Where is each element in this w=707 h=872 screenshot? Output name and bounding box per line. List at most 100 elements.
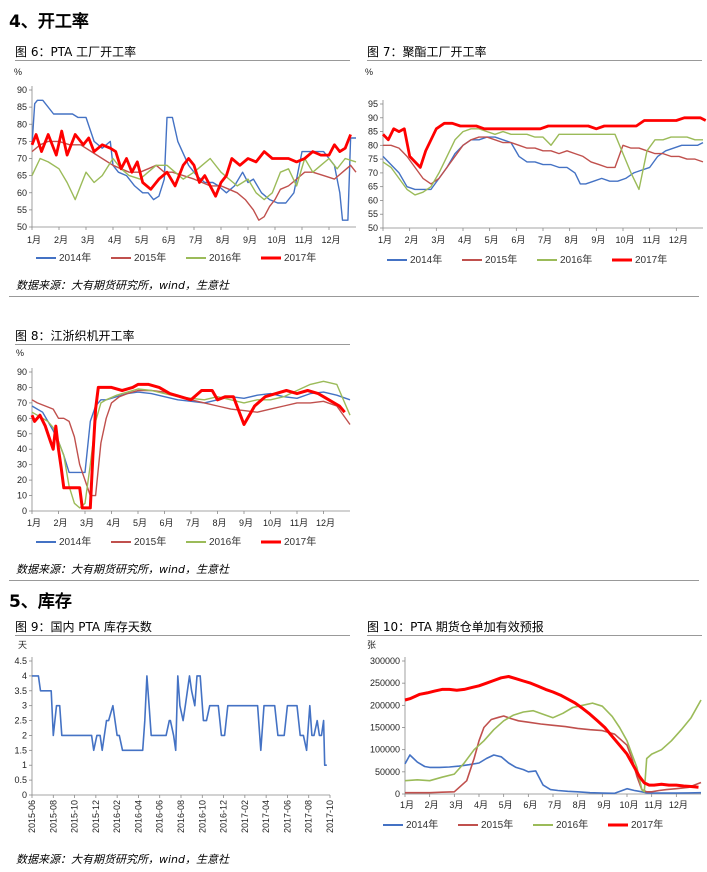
y-unit-label: 天: [18, 640, 27, 650]
y-tick-label: 90: [17, 85, 27, 95]
x-tick-label: 2月: [405, 235, 419, 245]
chart-pta-plant-utilization: % 50 55 60 65 70 75 80 85 90 1月 2月 3月 4月 5月 6月 7月 8月 9月 10月…: [14, 67, 357, 264]
y-tick-label: 95: [368, 99, 378, 109]
x-tick-label: 2016-02: [112, 800, 122, 833]
legend-label: 2016年: [209, 251, 241, 264]
y-tick-label: 55: [368, 209, 378, 219]
y-tick-label: 300000: [370, 656, 400, 666]
series-line-2017年: [381, 116, 707, 169]
x-tick-label: 1月: [27, 235, 41, 245]
x-tick-label: 10月: [615, 235, 634, 245]
y-tick-label: 85: [368, 127, 378, 137]
section-title-utilization: 4、开工率: [9, 12, 89, 32]
y-tick-label: 50: [368, 223, 378, 233]
x-tick-label: 8月: [565, 235, 579, 245]
y-unit-label: %: [365, 67, 373, 77]
y-tick-label: 4.5: [14, 656, 27, 666]
x-tick-label: 4月: [106, 518, 120, 528]
series-line-2015年: [383, 136, 704, 185]
series-line-2017年: [30, 129, 352, 198]
y-tick-label: 0.5: [14, 775, 27, 785]
x-tick-label: 6月: [162, 235, 176, 245]
legend-label: 2016年: [556, 818, 588, 831]
y-tick-label: 90: [368, 113, 378, 123]
x-tick-label: 3月: [81, 235, 95, 245]
chart-zhejiang-loom-utilization: % 0 10 20 30 40 50 60 70 80 90 1月 2月 3月 4月 5月 6月 7月 8月 9月 10…: [16, 348, 351, 548]
x-tick-label: 8月: [573, 800, 587, 810]
legend-label: 2017年: [635, 253, 667, 266]
y-tick-label: 3: [22, 701, 27, 711]
series-line-2017年: [404, 675, 699, 789]
x-tick-label: 2017-06: [282, 800, 292, 833]
y-tick-label: 0: [22, 790, 27, 800]
series-line-2016年: [404, 699, 702, 793]
legend-label: 2017年: [631, 818, 663, 831]
series-line-2016年: [31, 157, 357, 201]
y-tick-label: 10: [17, 491, 27, 501]
y-tick-label: 65: [368, 182, 378, 192]
x-tick-label: 2月: [425, 800, 439, 810]
y-tick-label: 1: [22, 760, 27, 770]
x-tick-label: 2016-06: [155, 800, 165, 833]
figure-7-caption: 图 7：聚酯工厂开工率: [367, 43, 702, 61]
y-tick-label: 80: [17, 382, 27, 392]
x-tick-label: 2016-08: [176, 800, 186, 833]
x-tick-label: 3月: [431, 235, 445, 245]
y-tick-label: 30: [17, 460, 27, 470]
x-tick-label: 5月: [135, 235, 149, 245]
x-tick-label: 4月: [474, 800, 488, 810]
x-tick-label: 7月: [538, 235, 552, 245]
divider: [9, 580, 699, 581]
series-line-2015年: [405, 715, 702, 794]
legend-label: 2015年: [485, 253, 517, 266]
x-tick-label: 9月: [243, 235, 257, 245]
y-unit-label: %: [14, 67, 22, 77]
series-line-2014年: [31, 391, 351, 474]
y-tick-label: 70: [17, 398, 27, 408]
series-line-2014年: [404, 754, 702, 795]
y-tick-label: 2: [22, 730, 27, 740]
series-line-2014年: [382, 136, 704, 191]
x-tick-label: 3月: [449, 800, 463, 810]
divider: [9, 296, 699, 297]
x-tick-label: 12月: [316, 518, 335, 528]
x-tick-label: 11月: [644, 800, 662, 810]
x-tick-label: 10月: [619, 800, 638, 810]
x-tick-label: 2月: [53, 518, 67, 528]
series-line-2015年: [31, 140, 357, 221]
y-tick-label: 100000: [370, 745, 400, 755]
y-tick-label: 80: [368, 140, 378, 150]
x-tick-label: 10月: [263, 518, 282, 528]
x-tick-label: 9月: [239, 518, 253, 528]
y-unit-label: %: [16, 348, 24, 358]
y-tick-label: 50: [17, 429, 27, 439]
chart-polyester-plant-utilization: % 50 55 60 65 70 75 80 85 90 95 1月 2月 3月 4月 5月 6月 7月 8月 9月 1…: [365, 67, 707, 266]
y-tick-label: 0: [22, 506, 27, 516]
chart-pta-warehouse-receipts: 张 0 50000 100000 150000 200000 250000 300000 1月 2…: [367, 640, 702, 831]
figure-6-caption: 图 6：PTA 工厂开工率: [15, 43, 350, 61]
x-tick-label: 6月: [523, 800, 537, 810]
y-tick-label: 55: [17, 205, 27, 215]
y-tick-label: 70: [368, 168, 378, 178]
x-tick-label: 9月: [597, 800, 611, 810]
legend-label: 2015年: [134, 535, 166, 548]
x-tick-label: 7月: [548, 800, 562, 810]
x-tick-label: 2016-12: [219, 800, 229, 833]
legend-label: 2014年: [59, 251, 91, 264]
x-tick-label: 4月: [108, 235, 122, 245]
x-tick-label: 2月: [54, 235, 68, 245]
legend-label: 2015年: [134, 251, 166, 264]
series-line-2017年: [30, 382, 346, 510]
legend-label: 2016年: [560, 253, 592, 266]
y-tick-label: 75: [17, 136, 27, 146]
x-tick-label: 12月: [669, 800, 688, 810]
x-tick-label: 10月: [267, 235, 286, 245]
y-tick-label: 20: [17, 475, 27, 485]
x-tick-label: 9月: [591, 235, 605, 245]
x-tick-label: 12月: [321, 235, 340, 245]
x-tick-label: 2017-02: [240, 800, 250, 833]
y-unit-label: 张: [367, 640, 376, 650]
y-tick-label: 70: [17, 154, 27, 164]
y-tick-label: 80: [17, 119, 27, 129]
y-tick-label: 2.5: [14, 716, 27, 726]
